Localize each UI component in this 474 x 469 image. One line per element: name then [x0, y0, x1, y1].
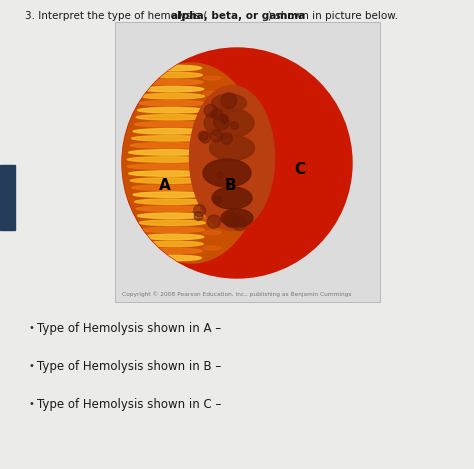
Ellipse shape	[146, 65, 201, 71]
Ellipse shape	[144, 241, 203, 247]
Ellipse shape	[139, 220, 205, 226]
Circle shape	[230, 121, 238, 129]
Circle shape	[204, 104, 217, 117]
Ellipse shape	[142, 86, 204, 92]
Circle shape	[217, 172, 223, 178]
Text: ) shown in picture below.: ) shown in picture below.	[268, 11, 398, 21]
Ellipse shape	[145, 72, 202, 78]
Ellipse shape	[133, 192, 208, 197]
Circle shape	[221, 133, 232, 144]
Ellipse shape	[129, 150, 210, 155]
Bar	[0, 165, 15, 230]
Ellipse shape	[203, 200, 221, 204]
Circle shape	[200, 132, 211, 143]
Ellipse shape	[211, 94, 246, 112]
Ellipse shape	[141, 93, 204, 99]
Ellipse shape	[203, 107, 221, 111]
Ellipse shape	[146, 255, 201, 261]
Ellipse shape	[203, 246, 221, 250]
Ellipse shape	[141, 227, 204, 233]
Ellipse shape	[203, 138, 221, 142]
Ellipse shape	[130, 178, 210, 183]
Ellipse shape	[129, 171, 210, 176]
Ellipse shape	[203, 159, 251, 187]
Text: A: A	[159, 177, 171, 192]
Text: 3. Interpret the type of hemolysis (: 3. Interpret the type of hemolysis (	[25, 11, 207, 21]
Ellipse shape	[210, 136, 255, 160]
Circle shape	[194, 212, 203, 220]
Ellipse shape	[137, 213, 206, 219]
Ellipse shape	[133, 129, 208, 134]
Ellipse shape	[132, 136, 209, 141]
Ellipse shape	[122, 63, 262, 263]
Text: •: •	[29, 323, 35, 333]
Circle shape	[193, 204, 206, 217]
Text: C: C	[294, 162, 306, 177]
Ellipse shape	[130, 143, 210, 148]
Text: Type of Hemolysis shown in A –: Type of Hemolysis shown in A –	[37, 322, 221, 335]
Ellipse shape	[127, 157, 211, 162]
Ellipse shape	[203, 76, 221, 80]
Ellipse shape	[135, 199, 208, 204]
Circle shape	[211, 108, 222, 119]
Ellipse shape	[145, 248, 202, 254]
Circle shape	[122, 48, 352, 278]
Ellipse shape	[132, 185, 209, 190]
Circle shape	[213, 196, 221, 204]
Text: Type of Hemolysis shown in C –: Type of Hemolysis shown in C –	[37, 398, 221, 411]
Ellipse shape	[203, 153, 221, 157]
Ellipse shape	[127, 164, 211, 169]
Ellipse shape	[212, 187, 252, 209]
Text: alpha, beta, or gamma: alpha, beta, or gamma	[171, 11, 305, 21]
Ellipse shape	[136, 206, 207, 212]
Ellipse shape	[204, 108, 254, 138]
Ellipse shape	[136, 114, 207, 120]
Text: Type of Hemolysis shown in B –: Type of Hemolysis shown in B –	[37, 360, 221, 373]
Bar	[115, 22, 380, 302]
Circle shape	[224, 212, 239, 227]
Text: •: •	[29, 399, 35, 409]
Text: •: •	[29, 361, 35, 371]
Circle shape	[214, 114, 229, 130]
Ellipse shape	[135, 121, 208, 127]
Circle shape	[233, 217, 247, 231]
Ellipse shape	[142, 234, 204, 240]
Ellipse shape	[203, 184, 221, 188]
Circle shape	[220, 114, 228, 122]
Circle shape	[221, 93, 237, 108]
Ellipse shape	[203, 169, 221, 173]
Circle shape	[210, 130, 222, 142]
Circle shape	[221, 117, 228, 123]
Circle shape	[199, 131, 208, 141]
Circle shape	[207, 215, 220, 228]
Ellipse shape	[144, 79, 203, 85]
Ellipse shape	[203, 122, 221, 126]
Ellipse shape	[203, 91, 221, 96]
Ellipse shape	[203, 215, 221, 219]
Ellipse shape	[221, 209, 253, 227]
Text: B: B	[224, 177, 236, 192]
Text: Copyright © 2008 Pearson Education, Inc., publishing as Benjamin Cummings: Copyright © 2008 Pearson Education, Inc.…	[122, 291, 352, 297]
Ellipse shape	[139, 100, 205, 106]
Ellipse shape	[203, 231, 221, 234]
Ellipse shape	[137, 107, 206, 113]
Ellipse shape	[190, 85, 274, 230]
